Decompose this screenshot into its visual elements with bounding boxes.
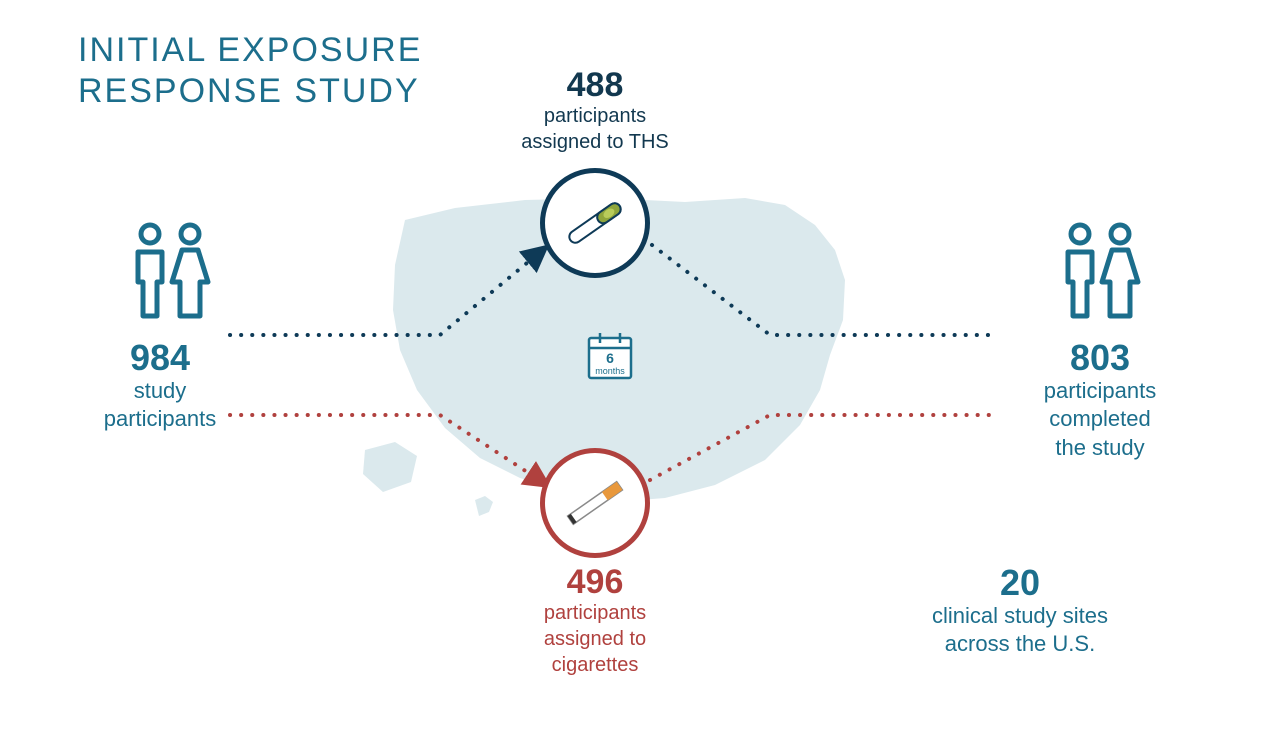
cigarette-icon: [555, 463, 635, 543]
bottom-node-label3: cigarettes: [505, 653, 685, 677]
left-stat: 984 study participants: [80, 340, 240, 433]
sites-stat: 20 clinical study sites across the U.S.: [900, 565, 1140, 658]
left-stat-number: 984: [80, 340, 240, 376]
sites-stat-label1: clinical study sites: [900, 603, 1140, 629]
sites-stat-number: 20: [900, 565, 1140, 601]
title-line2: RESPONSE STUDY: [78, 71, 422, 112]
sites-stat-label2: across the U.S.: [900, 631, 1140, 657]
title-line1: INITIAL EXPOSURE: [78, 30, 422, 71]
ths-device-icon: [555, 183, 635, 263]
ths-node-circle: [540, 168, 650, 278]
top-node-number: 488: [505, 68, 685, 102]
right-stat-number: 803: [1010, 340, 1190, 376]
top-node-label2: assigned to THS: [505, 130, 685, 154]
bottom-node-text: 496 participants assigned to cigarettes: [505, 565, 685, 677]
page-title: INITIAL EXPOSURE RESPONSE STUDY: [78, 30, 422, 112]
bottom-node-label2: assigned to: [505, 627, 685, 651]
bottom-node-number: 496: [505, 565, 685, 599]
right-stat-label3: the study: [1010, 435, 1190, 461]
cigarette-node-circle: [540, 448, 650, 558]
top-node-text: 488 participants assigned to THS: [505, 68, 685, 154]
bottom-node-label1: participants: [505, 601, 685, 625]
right-stat: 803 participants completed the study: [1010, 340, 1190, 461]
left-stat-label2: participants: [80, 406, 240, 432]
people-icon-right: [1050, 222, 1150, 322]
calendar-icon: 6 months: [586, 330, 634, 387]
people-icon-left: [120, 222, 220, 322]
right-stat-label2: completed: [1010, 406, 1190, 432]
calendar-number: 6: [606, 350, 614, 366]
right-stat-label1: participants: [1010, 378, 1190, 404]
calendar-label: months: [595, 366, 625, 376]
top-node-label1: participants: [505, 104, 685, 128]
left-stat-label1: study: [80, 378, 240, 404]
